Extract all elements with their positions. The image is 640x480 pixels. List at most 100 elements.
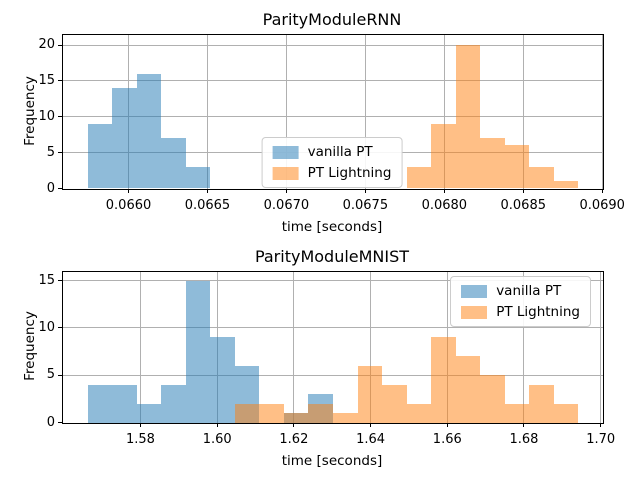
x-axis-label: time [seconds] (281, 219, 383, 235)
histogram-bar (357, 365, 383, 423)
legend-label: PT Lightning (307, 165, 392, 181)
legend-swatch (272, 166, 299, 180)
x-tick-label: 1.64 (356, 431, 386, 447)
x-tick-mark (522, 188, 524, 193)
histogram-bar (136, 73, 162, 189)
x-tick-label: 1.68 (509, 431, 539, 447)
histogram-bar (529, 384, 554, 423)
x-tick-label: 0.0685 (500, 197, 547, 213)
x-gridline (139, 272, 141, 423)
x-axis-label: time [seconds] (281, 453, 383, 469)
legend-swatch (461, 305, 488, 319)
histogram-bar (455, 45, 481, 189)
legend-item: vanilla PT (461, 283, 580, 299)
histogram-bar (87, 384, 113, 423)
series-vanilla-pt (63, 35, 603, 189)
y-tick-label: 10 (38, 319, 55, 335)
histogram-bar (259, 403, 284, 423)
x-gridline (443, 35, 445, 189)
x-gridline (600, 272, 602, 423)
histogram-bar (529, 166, 554, 189)
y-gridline (63, 327, 603, 329)
histogram-bar (136, 403, 162, 423)
legend-item: PT Lightning (461, 304, 580, 320)
y-tick-label: 0 (46, 180, 55, 196)
x-gridline (523, 272, 525, 423)
y-tick-mark (58, 152, 62, 154)
legend: vanilla PT PT Lightning (450, 276, 591, 327)
x-tick-mark (370, 422, 372, 427)
x-tick-label: 1.66 (432, 431, 462, 447)
x-gridline (370, 272, 372, 423)
y-tick-label: 5 (46, 144, 55, 160)
x-tick-mark (206, 188, 208, 193)
histogram-bar (504, 403, 530, 423)
x-tick-label: 1.70 (586, 431, 616, 447)
y-tick-label: 15 (38, 72, 55, 88)
x-tick-label: 1.60 (202, 431, 232, 447)
x-gridline (206, 35, 208, 189)
histogram-bar (504, 145, 530, 189)
legend-swatch (272, 145, 299, 159)
histogram-bar (234, 403, 260, 423)
x-tick-label: 0.0680 (421, 197, 468, 213)
x-tick-mark (523, 422, 525, 427)
histogram-bar (283, 413, 309, 423)
chart-title: ParityModuleMNIST (254, 247, 410, 266)
histogram-bar (161, 138, 186, 189)
plot-area: 0.0660 0.0665 0.0670 0.0675 0.0680 0.0685 0.06… (38, 34, 625, 213)
x-gridline (293, 272, 295, 423)
histogram-bar (553, 403, 579, 423)
y-tick-mark (58, 374, 62, 376)
histogram-bar (431, 123, 456, 189)
y-tick-mark (58, 422, 62, 424)
histogram-bar (112, 384, 137, 423)
chart-title: ParityModuleRNN (262, 10, 402, 29)
legend-label: vanilla PT (307, 144, 373, 160)
y-gridline (63, 116, 603, 118)
x-tick-mark (364, 188, 366, 193)
y-tick-label: 10 (38, 108, 55, 124)
histogram-bar (185, 166, 211, 189)
x-tick-mark (216, 422, 218, 427)
x-tick-label: 1.62 (279, 431, 309, 447)
histogram-bar (406, 166, 432, 189)
x-tick-mark (600, 422, 602, 427)
y-gridline (63, 280, 603, 282)
histogram-bar (406, 403, 432, 423)
x-tick-label: 0.0670 (263, 197, 310, 213)
x-tick-mark (443, 188, 445, 193)
y-tick-label: 0 (46, 414, 55, 430)
histogram-bar (333, 413, 358, 423)
x-tick-mark (293, 422, 295, 427)
y-tick-mark (58, 44, 62, 46)
histogram-bar (185, 280, 211, 423)
legend-item: PT Lightning (272, 165, 392, 181)
histogram-bar (480, 138, 505, 189)
x-tick-label: 0.0675 (342, 197, 389, 213)
histogram-bar (553, 181, 579, 189)
legend: vanilla PT PT Lightning (261, 137, 403, 188)
x-tick-mark (285, 188, 287, 193)
y-tick-mark (58, 280, 62, 282)
histogram-bar (480, 375, 505, 423)
x-tick-mark (128, 188, 130, 193)
y-tick-mark (58, 80, 62, 82)
histogram-bar (308, 403, 333, 423)
y-tick-mark (58, 116, 62, 118)
histogram-bar (455, 356, 481, 423)
histogram-bar (161, 384, 186, 423)
histogram-bar (87, 123, 113, 189)
y-tick-mark (58, 188, 62, 189)
histogram-bar (431, 337, 456, 423)
x-tick-label: 0.0660 (105, 197, 152, 213)
x-gridline (601, 35, 603, 189)
series-pt-lightning (63, 35, 603, 189)
x-tick-label: 1.58 (125, 431, 155, 447)
x-gridline (522, 35, 524, 189)
y-gridline (63, 80, 603, 82)
histogram-bar (210, 337, 235, 423)
